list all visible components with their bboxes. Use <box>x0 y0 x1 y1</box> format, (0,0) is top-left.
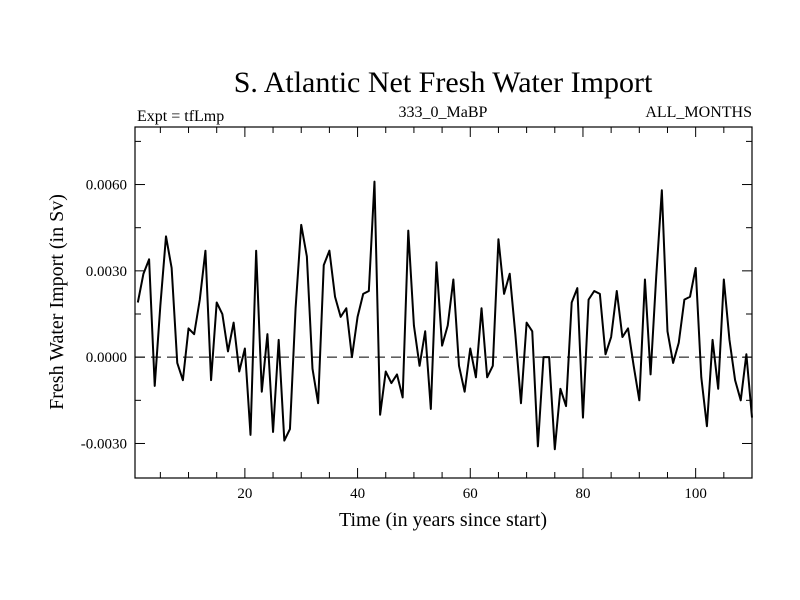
plot-frame <box>134 126 753 479</box>
y-tick-label: -0.0030 <box>81 436 127 452</box>
chart-title: S. Atlantic Net Fresh Water Import <box>234 66 653 99</box>
x-tick-label: 80 <box>575 486 590 502</box>
plot-area: 20 40 60 80 100 -0.0030 0.0000 0.0030 0.0060 <box>81 127 753 502</box>
months-label: ALL_MONTHS <box>645 104 752 121</box>
run-label: 333_0_MaBP <box>399 104 488 121</box>
experiment-label: Expt = tfLmp <box>137 108 224 125</box>
x-tick-label: 20 <box>237 486 252 502</box>
y-tick-label: 0.0060 <box>86 178 127 194</box>
x-tick-label: 40 <box>350 486 365 502</box>
y-tick-label: 0.0000 <box>86 350 127 366</box>
x-tick-label: 60 <box>463 486 478 502</box>
y-tick-label: 0.0030 <box>86 264 127 280</box>
x-axis-label: Time (in years since start) <box>339 509 547 531</box>
y-axis-label: Fresh Water Import (in Sv) <box>46 194 68 410</box>
x-tick-label: 100 <box>684 486 707 502</box>
series-line-fresh_water_import <box>136 180 753 451</box>
